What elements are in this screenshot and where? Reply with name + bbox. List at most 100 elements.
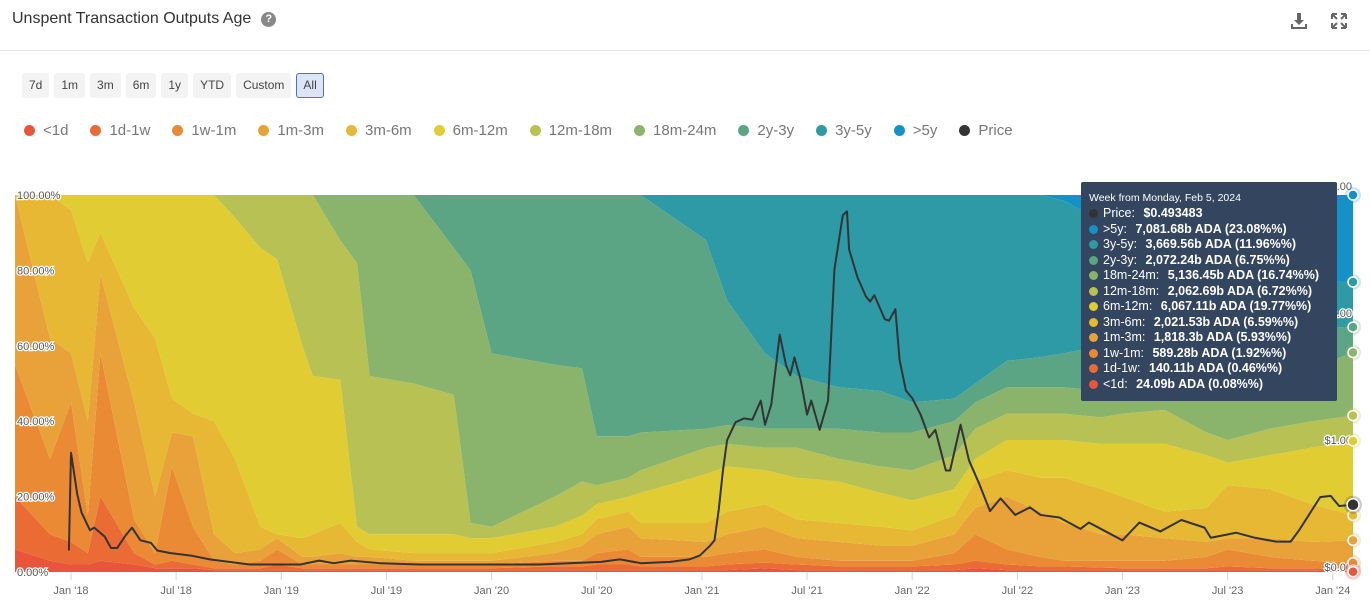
y-tick-label: 0.00% xyxy=(17,567,48,579)
area-12m-18m xyxy=(15,195,1353,539)
tooltip-row: 6m-12m: 6,067.11b ADA (19.77%%) xyxy=(1089,299,1329,315)
legend-label: 1w-1m xyxy=(191,122,237,139)
legend-dot-icon xyxy=(959,125,971,136)
legend-item[interactable]: 12m-18m xyxy=(529,122,612,139)
area-1m-3m xyxy=(15,195,1353,565)
area-3y-5y xyxy=(15,195,1353,403)
area-1d-1w xyxy=(15,496,1353,572)
y-tick-label: 100.00% xyxy=(17,190,61,202)
y-tick-label: 60.00% xyxy=(17,341,55,353)
x-tick-label: Jan '22 xyxy=(895,585,930,597)
tooltip-label: 1d-1w: xyxy=(1103,361,1144,375)
x-tick-label: Jan '21 xyxy=(684,585,719,597)
tooltip-value: 24.09b ADA (0.08%%) xyxy=(1136,376,1264,391)
tooltip-label: <1d: xyxy=(1103,376,1132,391)
legend-dot-icon xyxy=(634,125,646,136)
legend-item[interactable]: 2y-3y xyxy=(738,122,794,139)
legend-item[interactable]: 3m-6m xyxy=(346,122,412,139)
series-dot-icon xyxy=(1089,302,1098,312)
x-tick-label: Jan '18 xyxy=(53,585,88,597)
legend-item[interactable]: 3y-5y xyxy=(816,122,872,139)
x-tick-label: Jul '20 xyxy=(581,585,612,597)
hover-marker-18m-24m xyxy=(1347,346,1359,359)
legend-dot-icon xyxy=(816,125,828,136)
question-circle-icon[interactable]: ? xyxy=(261,11,277,27)
x-tick-label: Jan '24 xyxy=(1315,585,1350,597)
tooltip-label: 12m-18m: xyxy=(1103,283,1163,298)
legend-label: 3y-5y xyxy=(835,122,872,139)
area-1w-1m xyxy=(15,353,1353,570)
hover-marker-3y-5y xyxy=(1347,276,1359,288)
range-button-all[interactable]: All xyxy=(296,73,324,98)
hover-marker-2y-3y xyxy=(1347,321,1359,333)
legend-label: 3m-6m xyxy=(365,122,412,139)
hover-marker-1m-3m xyxy=(1347,534,1359,547)
area-<1d xyxy=(15,549,1353,572)
expand-icon[interactable] xyxy=(1330,12,1348,30)
x-tick-label: Jul '19 xyxy=(371,585,402,597)
legend-item[interactable]: Price xyxy=(959,122,1013,139)
download-icon[interactable] xyxy=(1290,12,1308,30)
header-divider xyxy=(0,50,1370,51)
x-tick-label: Jan '23 xyxy=(1105,585,1140,597)
legend-label: >5y xyxy=(912,122,938,139)
x-tick-label: Jul '18 xyxy=(160,585,191,597)
tooltip-value: 1,818.3b ADA (5.93%%) xyxy=(1153,330,1292,344)
legend-dot-icon xyxy=(529,125,541,136)
legend-item[interactable]: <1d xyxy=(24,122,68,139)
legend-item[interactable]: >5y xyxy=(893,122,938,139)
chart-legend: <1d 1d-1w 1w-1m 1m-3m 3m-6m 6m-12m 12m-18m 18m-… xyxy=(24,122,1013,139)
x-tick-label: Jul '21 xyxy=(791,585,822,597)
tooltip-label: 6m-12m: xyxy=(1103,299,1156,313)
tooltip-label: 3m-6m: xyxy=(1103,314,1149,329)
y-tick-label: 40.00% xyxy=(17,416,55,428)
tooltip-label: 1m-3m: xyxy=(1103,330,1149,344)
tooltip-row: 1d-1w: 140.11b ADA (0.46%%) xyxy=(1089,361,1329,377)
tooltip-value: $0.493483 xyxy=(1143,206,1203,220)
legend-item[interactable]: 1m-3m xyxy=(258,122,324,139)
area-layers xyxy=(15,195,1353,572)
price-line xyxy=(67,210,1354,566)
legend-item[interactable]: 1d-1w xyxy=(90,122,150,139)
tooltip-value: 6,067.11b ADA (19.77%%) xyxy=(1160,299,1312,313)
legend-item[interactable]: 1w-1m xyxy=(172,122,236,139)
tooltip-value: 2,072.24b ADA (6.75%%) xyxy=(1145,252,1290,267)
hover-marker-price xyxy=(1346,498,1360,512)
series-dot-icon xyxy=(1089,224,1098,234)
tooltip-row: >5y: 7,081.68b ADA (23.08%%) xyxy=(1089,222,1329,238)
legend-dot-icon xyxy=(90,125,102,136)
legend-item[interactable]: 6m-12m xyxy=(433,122,508,139)
legend-label: <1d xyxy=(43,122,69,139)
tooltip-row: <1d: 24.09b ADA (0.08%%) xyxy=(1089,377,1329,393)
area-2y-3y xyxy=(15,195,1353,437)
range-button-7d[interactable]: 7d xyxy=(22,73,50,98)
range-button-3m[interactable]: 3m xyxy=(90,73,121,98)
range-button-1y[interactable]: 1y xyxy=(161,73,189,98)
range-button-custom[interactable]: Custom xyxy=(236,73,292,98)
series-dot-icon xyxy=(1089,240,1098,250)
range-button-6m[interactable]: 6m xyxy=(125,73,157,98)
range-button-1m[interactable]: 1m xyxy=(54,73,86,98)
tooltip-row: 18m-24m: 5,136.45b ADA (16.74%%) xyxy=(1089,268,1329,284)
legend-label: 2y-3y xyxy=(757,122,795,139)
series-dot-icon xyxy=(1089,333,1098,343)
legend-item[interactable]: 18m-24m xyxy=(634,122,716,139)
legend-label: 6m-12m xyxy=(452,122,508,139)
x-tick-label: Jul '23 xyxy=(1212,585,1243,597)
series-dot-icon xyxy=(1089,317,1098,327)
x-tick-label: Jan '19 xyxy=(264,585,299,597)
legend-dot-icon xyxy=(172,125,184,136)
tooltip-row: Price: $0.493483 xyxy=(1089,206,1329,222)
legend-label: Price xyxy=(978,122,1013,139)
hover-marker->5y xyxy=(1347,189,1359,201)
tooltip-label: 2y-3y: xyxy=(1103,252,1141,267)
series-dot-icon xyxy=(1089,348,1098,358)
legend-dot-icon xyxy=(738,125,750,136)
tooltip-row: 1m-3m: 1,818.3b ADA (5.93%%) xyxy=(1089,330,1329,346)
tooltip-value: 140.11b ADA (0.46%%) xyxy=(1149,361,1283,375)
range-button-ytd[interactable]: YTD xyxy=(193,73,232,98)
page-title: Unspent Transaction Outputs Age ? xyxy=(12,10,277,28)
tooltip-value: 5,136.45b ADA (16.74%%) xyxy=(1167,268,1319,282)
legend-dot-icon xyxy=(24,125,35,136)
